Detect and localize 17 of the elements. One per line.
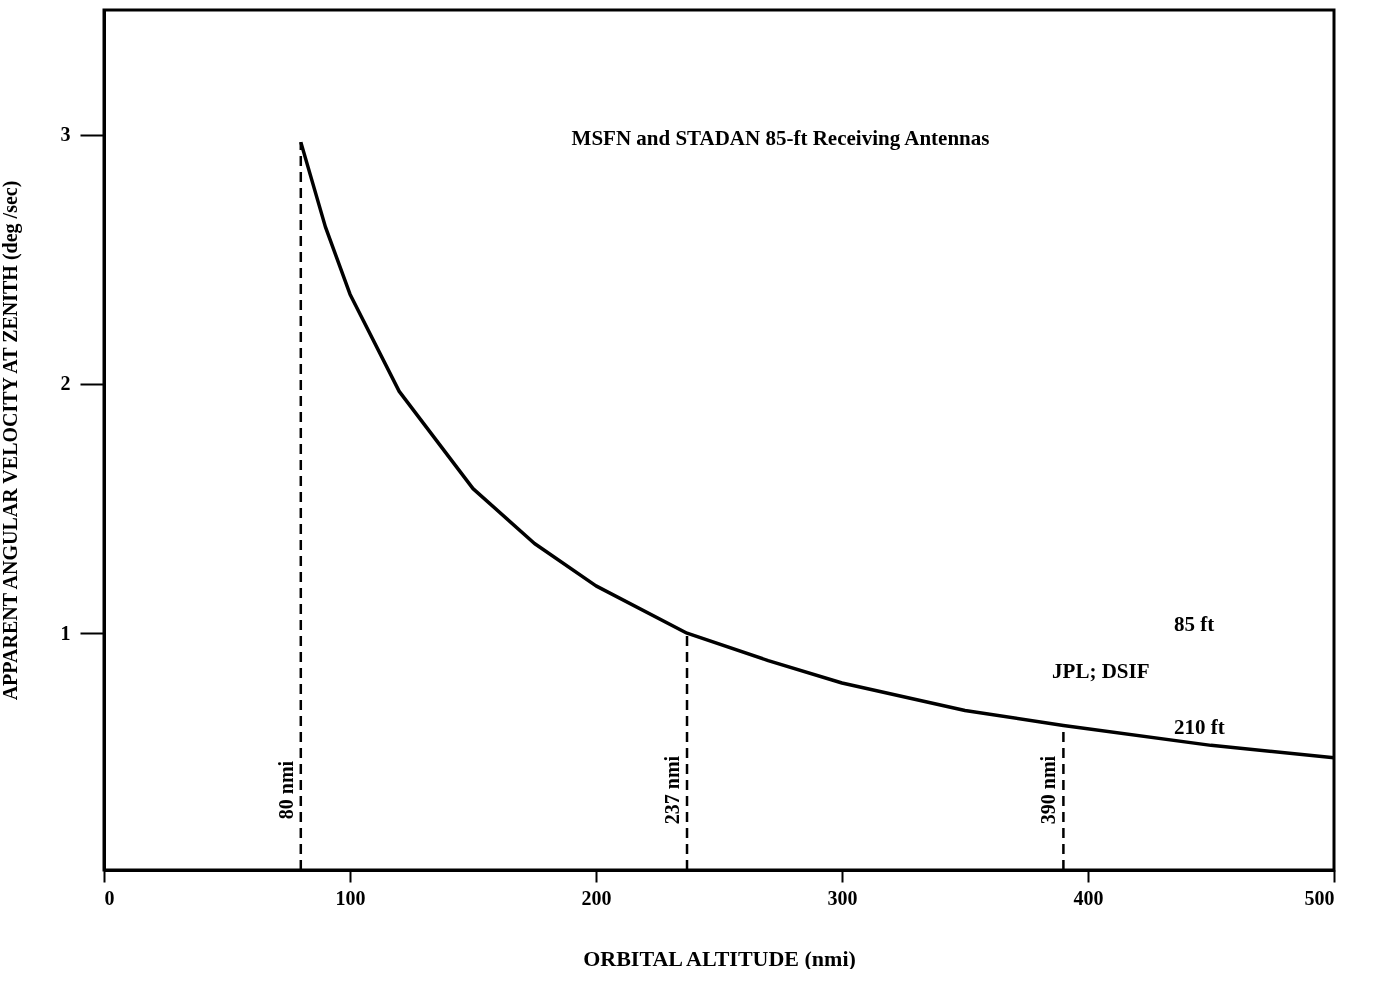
x-tick-label: 200	[581, 886, 612, 909]
annotation: JPL; DSIF	[1052, 659, 1150, 684]
annotation: 210 ft	[1174, 715, 1225, 740]
y-tick-label: 1	[60, 621, 71, 644]
x-tick-label: 400	[1073, 886, 1104, 909]
y-tick-label: 3	[60, 123, 71, 146]
annotation: MSFN and STADAN 85-ft Receiving Antennas	[571, 126, 990, 150]
x-tick-label: 0	[104, 886, 115, 909]
y-axis-title: APPARENT ANGULAR VELOCITY AT ZENITH (deg /sec)	[0, 180, 22, 701]
annotation: 85 ft	[1174, 611, 1215, 636]
x-tick-label: 100	[335, 886, 366, 909]
x-tick-label: 500	[1304, 886, 1335, 909]
ref-line-label: 237 nmi	[661, 755, 684, 825]
x-tick-label: 300	[827, 886, 858, 909]
ref-line-label: 390 nmi	[1037, 755, 1060, 825]
ref-line-label: 80 nmi	[274, 760, 297, 820]
y-tick-label: 2	[60, 372, 71, 395]
